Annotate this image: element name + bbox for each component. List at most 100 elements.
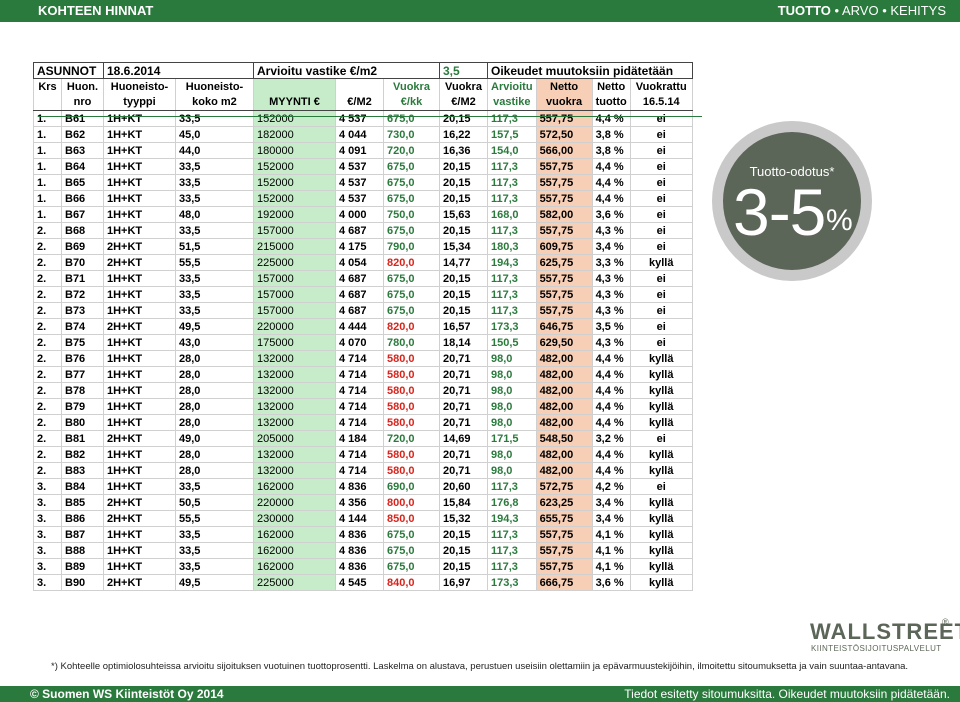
table-cell: 482,00 (535, 382, 593, 399)
column-header: Vuokrattu (629, 78, 693, 95)
table-cell: 162000 (253, 542, 336, 559)
table-cell: kyllä (629, 398, 693, 415)
top-nav: TUOTTO • ARVO • KEHITYS (778, 3, 946, 18)
table-cell: 1. (33, 174, 62, 191)
table-cell: 4 537 (335, 174, 384, 191)
table-cell: 3,5 % (591, 318, 631, 335)
table-cell: 2H+KT (103, 318, 176, 335)
table-cell: 1. (33, 110, 62, 127)
table-cell: 1. (33, 142, 62, 159)
table-row: 3. B87 1H+KT 33,5 162000 4 836 675,0 20,15 117,3… (33, 526, 693, 543)
table-cell: 666,75 (535, 574, 593, 591)
table-cell: ei (629, 318, 693, 335)
table-cell: B67 (61, 206, 104, 223)
table-cell: 3,4 % (591, 494, 631, 511)
table-cell: 20,71 (439, 462, 488, 479)
table-cell: 4 836 (335, 558, 384, 575)
table-cell: 482,00 (535, 398, 593, 415)
table-cell: 98,0 (487, 382, 537, 399)
table-cell: 3,8 % (591, 126, 631, 143)
table-cell: 4 714 (335, 382, 384, 399)
table-cell: 215000 (253, 238, 336, 255)
table-cell: 14,69 (439, 430, 488, 447)
table-row: 1. B66 1H+KT 33,5 152000 4 537 675,0 20,15 117,3… (33, 190, 693, 207)
table-cell: 2. (33, 462, 62, 479)
table-cell: 4 054 (335, 254, 384, 271)
table-cell: 3. (33, 478, 62, 495)
table-cell: 132000 (253, 446, 336, 463)
table-cell: 548,50 (535, 430, 593, 447)
table-cell: ei (629, 238, 693, 255)
table-cell: 4 836 (335, 542, 384, 559)
table-cell: 33,5 (175, 158, 254, 175)
table-cell: 49,5 (175, 574, 254, 591)
table-header-row: nro tyyppi koko m2 MYYNTI € €/M2 €/kk €/M2 vast… (33, 94, 693, 111)
column-header: €/M2 (335, 94, 384, 111)
column-header: Huon. (61, 78, 104, 95)
table-cell: 168,0 (487, 206, 537, 223)
table-cell: 840,0 (383, 574, 440, 591)
table-cell: 1H+KT (103, 158, 176, 175)
table-cell: 675,0 (383, 542, 440, 559)
table-cell: 2. (33, 302, 62, 319)
table-cell: 4 687 (335, 222, 384, 239)
table-cell: ei (629, 110, 693, 127)
table-row: 2. B76 1H+KT 28,0 132000 4 714 580,0 20,71 98,0 4… (33, 350, 693, 367)
table-row: 1. B65 1H+KT 33,5 152000 4 537 675,0 20,15 117,3… (33, 174, 693, 191)
title-cell: Arvioitu vastike €/m2 (253, 62, 440, 79)
table-cell: 675,0 (383, 158, 440, 175)
table-cell: 2. (33, 414, 62, 431)
table-cell: 4 044 (335, 126, 384, 143)
table-cell: 15,63 (439, 206, 488, 223)
table-cell: 20,15 (439, 542, 488, 559)
table-cell: 28,0 (175, 398, 254, 415)
table-cell: B83 (61, 462, 104, 479)
table-cell: 33,5 (175, 270, 254, 287)
table-cell: 4 687 (335, 270, 384, 287)
table-row: 2. B69 2H+KT 51,5 215000 4 175 790,0 15,34 180,3… (33, 238, 693, 255)
table-cell: 3,6 % (591, 206, 631, 223)
table-cell: 1H+KT (103, 382, 176, 399)
table-cell: B81 (61, 430, 104, 447)
table-cell: kyllä (629, 558, 693, 575)
column-header: Netto (535, 78, 593, 95)
table-cell: 162000 (253, 526, 336, 543)
table-cell: 3,6 % (591, 574, 631, 591)
table-cell: 154,0 (487, 142, 537, 159)
table-cell: kyllä (629, 494, 693, 511)
table-cell: 3. (33, 558, 62, 575)
table-cell: 15,34 (439, 238, 488, 255)
table-row: 2. B81 2H+KT 49,0 205000 4 184 720,0 14,69 171,5… (33, 430, 693, 447)
table-cell: B64 (61, 158, 104, 175)
table-cell: 132000 (253, 414, 336, 431)
table-cell: 580,0 (383, 462, 440, 479)
table-cell: 33,5 (175, 174, 254, 191)
title-cell: ASUNNOT (33, 62, 104, 79)
table-cell: 4,3 % (591, 222, 631, 239)
table-cell: 44,0 (175, 142, 254, 159)
table-cell: B89 (61, 558, 104, 575)
table-cell: 117,3 (487, 542, 537, 559)
table-cell: 157000 (253, 302, 336, 319)
table-cell: 2. (33, 366, 62, 383)
bottom-bar: © Suomen WS Kiinteistöt Oy 2014 Tiedot e… (0, 686, 960, 702)
table-cell: 1H+KT (103, 526, 176, 543)
table-cell: 4,4 % (591, 462, 631, 479)
table-cell: 2. (33, 270, 62, 287)
table-cell: 45,0 (175, 126, 254, 143)
table-cell: 1H+KT (103, 542, 176, 559)
table-cell: ei (629, 126, 693, 143)
table-cell: 4 444 (335, 318, 384, 335)
column-header: 16.5.14 (629, 94, 693, 111)
table-cell: 15,84 (439, 494, 488, 511)
table-cell: 675,0 (383, 558, 440, 575)
table-cell: 132000 (253, 350, 336, 367)
table-cell: 2. (33, 430, 62, 447)
table-row: 3. B86 2H+KT 55,5 230000 4 144 850,0 15,32 194,3… (33, 510, 693, 527)
table-cell: kyllä (629, 414, 693, 431)
table-cell: 152000 (253, 190, 336, 207)
table-cell: 2H+KT (103, 238, 176, 255)
table-cell: 117,3 (487, 270, 537, 287)
table-cell: 1. (33, 158, 62, 175)
table-cell: 4 175 (335, 238, 384, 255)
